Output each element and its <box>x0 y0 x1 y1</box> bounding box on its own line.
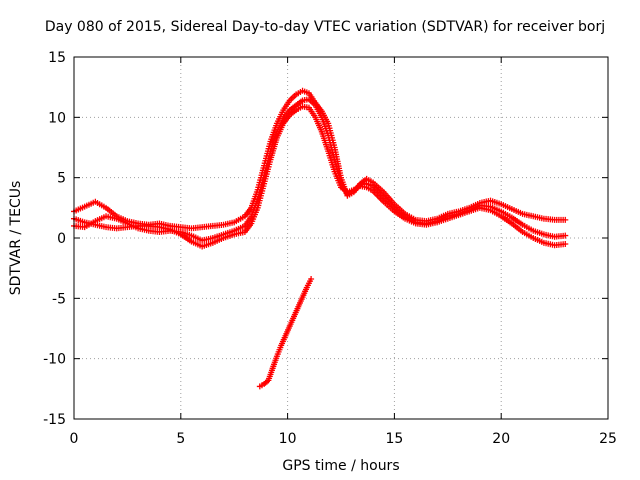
y-axis-label: SDTVAR / TECUs <box>8 181 24 296</box>
series-track-b <box>71 103 569 250</box>
x-tick-label: 0 <box>70 431 79 447</box>
x-tick-label: 5 <box>176 431 185 447</box>
data-point <box>308 276 315 283</box>
y-tick-label: -5 <box>52 291 66 307</box>
y-tick-label: 0 <box>57 231 66 247</box>
x-tick-label: 20 <box>492 431 510 447</box>
x-tick-label: 10 <box>279 431 297 447</box>
y-tick-label: 5 <box>57 171 66 187</box>
grid <box>74 57 608 419</box>
x-tick-label: 15 <box>385 431 403 447</box>
axis-ticks: 0 5 10 15 20 25 -15 -10 -5 0 5 10 15 <box>43 50 617 447</box>
y-tick-label: 15 <box>48 50 66 66</box>
x-tick-label: 25 <box>599 431 617 447</box>
series-track-d <box>256 276 315 390</box>
y-tick-label: -15 <box>43 412 66 428</box>
y-tick-label: 10 <box>48 110 66 126</box>
data-point <box>562 232 569 239</box>
y-tick-label: -10 <box>43 352 66 368</box>
chart-title: Day 080 of 2015, Sidereal Day-to-day VTE… <box>45 19 605 35</box>
data-point <box>562 241 569 248</box>
data-point <box>562 216 569 223</box>
data-points <box>71 87 569 390</box>
series-track-c <box>71 96 569 244</box>
x-axis-label: GPS time / hours <box>282 458 399 474</box>
